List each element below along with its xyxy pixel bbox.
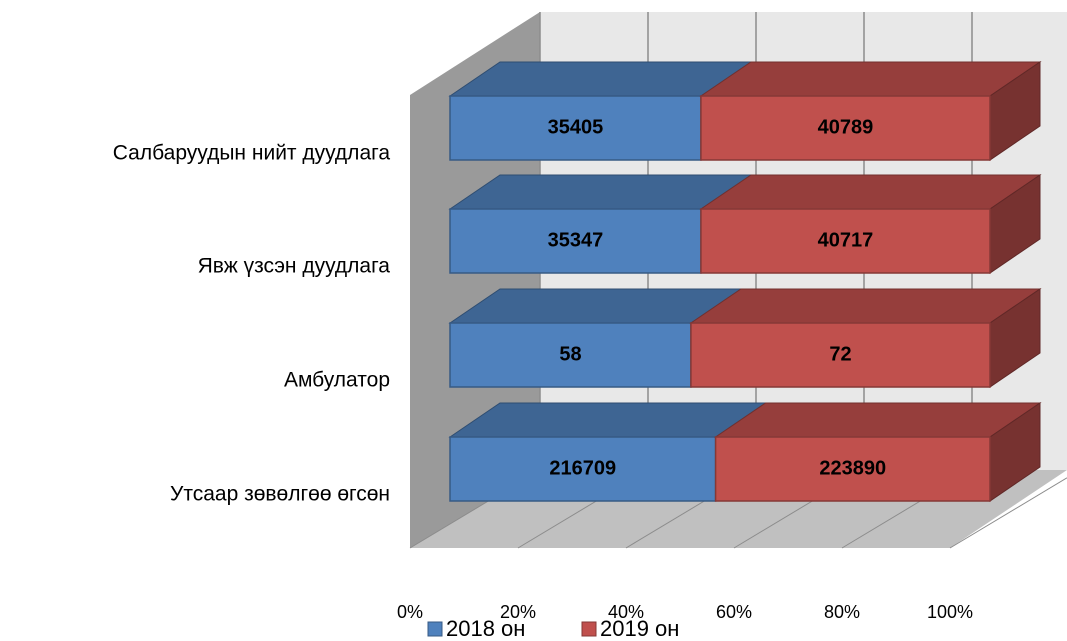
floor-grid-line xyxy=(949,477,1067,549)
bar-top xyxy=(699,174,1042,210)
legend-swatch xyxy=(581,621,597,637)
bar xyxy=(700,208,991,274)
bar-top xyxy=(713,402,1042,438)
data-label: 216709 xyxy=(549,457,616,479)
bar-top xyxy=(699,61,1042,97)
bar-top xyxy=(448,402,768,438)
data-label: 223890 xyxy=(819,457,886,479)
bar xyxy=(449,436,717,502)
x-tick-label: 100% xyxy=(927,602,973,622)
legend-label: 2018 он xyxy=(446,616,525,641)
data-label: 35347 xyxy=(548,229,604,251)
x-tick-label: 40% xyxy=(608,602,644,622)
x-tick-label: 0% xyxy=(397,602,423,622)
bar xyxy=(714,436,991,502)
legend-label: 2019 он xyxy=(600,616,679,641)
y-tick-label: Явж үзсэн дуудлага xyxy=(198,255,391,278)
data-label: 58 xyxy=(559,343,581,365)
x-tick-label: 80% xyxy=(824,602,860,622)
x-tick-label: 20% xyxy=(500,602,536,622)
y-tick-label: Амбулатор xyxy=(284,369,390,392)
bar xyxy=(690,322,991,388)
bar-top xyxy=(689,288,1042,324)
bar-top xyxy=(448,61,753,97)
data-label: 40717 xyxy=(818,229,874,251)
bar-top xyxy=(448,288,743,324)
data-label: 35405 xyxy=(548,116,604,138)
bar xyxy=(449,322,692,388)
y-tick-label: Салбаруудын нийт дуудлага xyxy=(113,142,391,165)
bar-top xyxy=(448,174,753,210)
y-tick-label: Утсаар зөвөлгөө өгсөн xyxy=(170,483,390,506)
legend-swatch xyxy=(427,621,443,637)
data-label: 40789 xyxy=(818,116,874,138)
data-label: 72 xyxy=(829,343,851,365)
bar xyxy=(700,95,991,161)
x-tick-label: 60% xyxy=(716,602,752,622)
